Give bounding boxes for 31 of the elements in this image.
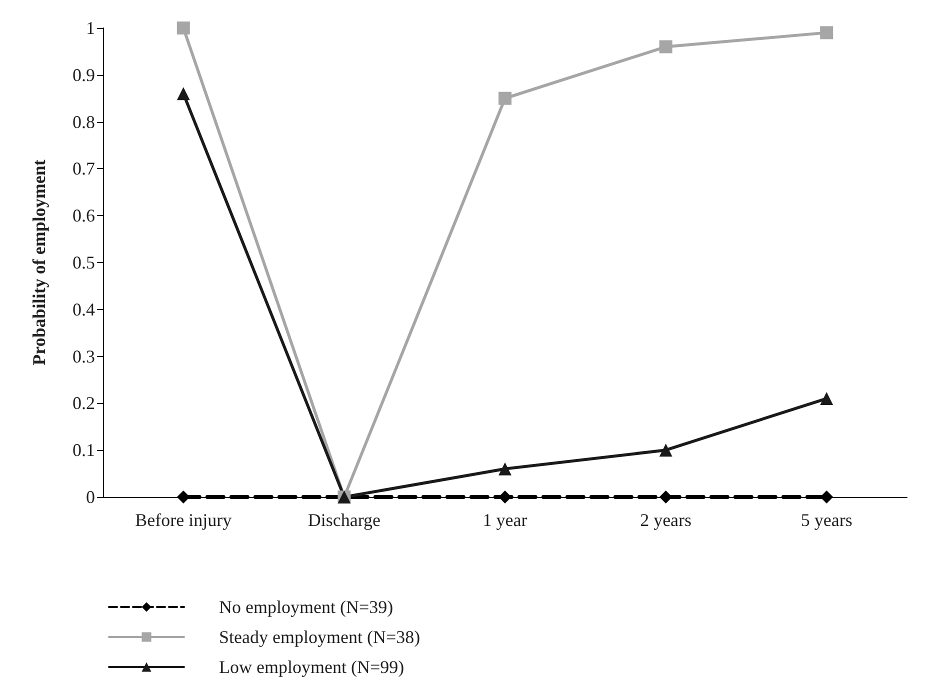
- y-tick-label: 0.8: [72, 112, 95, 132]
- point: [659, 444, 672, 457]
- y-tick-label: 0.9: [72, 64, 95, 85]
- y-tick-label: 0.6: [72, 206, 95, 226]
- point: [498, 462, 512, 476]
- y-tick-label: 0: [86, 487, 95, 507]
- point: [820, 26, 834, 40]
- point: [659, 490, 672, 504]
- point: [659, 40, 672, 54]
- y-tick-label: 1: [86, 18, 95, 38]
- x-tick-label: 5 years: [800, 510, 852, 530]
- point: [176, 490, 190, 504]
- point: [820, 490, 834, 504]
- legend-label: No employment (N=39): [219, 597, 394, 617]
- x-tick-label: 1 year: [482, 510, 528, 530]
- y-tick-label: 0.2: [72, 393, 95, 414]
- y-tick-label: 0.4: [72, 299, 95, 320]
- y-tick-label: 0.3: [72, 346, 95, 366]
- legend-label: Low employment (N=99): [219, 657, 404, 677]
- point: [820, 392, 834, 406]
- x-tick-label: Discharge: [308, 510, 381, 530]
- x-tick-label: 2 years: [640, 510, 692, 530]
- legend-label: Steady employment (N=38): [219, 627, 420, 647]
- y-tick-label: 0.5: [72, 252, 95, 272]
- y-axis-title: Probability of employment: [29, 160, 49, 366]
- y-tick-label: 0.1: [72, 440, 95, 460]
- x-tick-label: Before injury: [135, 510, 232, 530]
- y-tick-label: 0.7: [72, 158, 95, 179]
- point: [176, 22, 190, 34]
- point: [176, 87, 190, 100]
- point: [498, 92, 512, 105]
